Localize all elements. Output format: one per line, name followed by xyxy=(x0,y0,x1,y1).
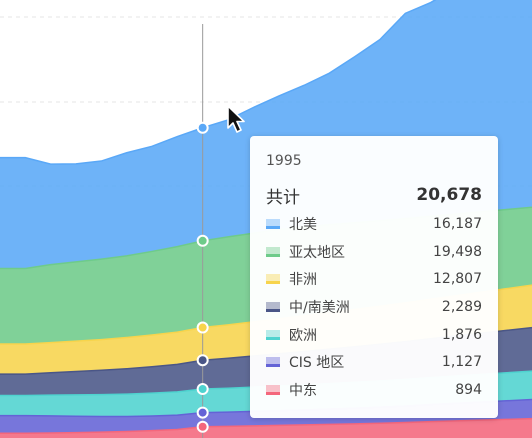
arrow-cursor-icon xyxy=(227,105,245,133)
tooltip-row-label: 欧洲 xyxy=(289,327,317,344)
focus-marker-5 xyxy=(196,234,209,247)
legend-swatch xyxy=(266,218,280,229)
focus-marker-1 xyxy=(196,406,209,419)
tooltip-row-label: CIS 地区 xyxy=(289,355,345,372)
legend-swatch xyxy=(266,384,280,395)
tooltip-row: 非洲 12,807 xyxy=(266,265,482,293)
legend-swatch xyxy=(266,357,280,368)
tooltip-row-label: 非洲 xyxy=(289,272,317,289)
chart-tooltip: 1995 共计 20,678 北美 16,187 亚太地区 19,498 非洲 12,80… xyxy=(250,136,498,418)
tooltip-row: 亚太地区 19,498 xyxy=(266,238,482,266)
legend-swatch xyxy=(266,246,280,257)
tooltip-rows: 北美 16,187 亚太地区 19,498 非洲 12,807 中/南美洲 2,289 欧洲 1,… xyxy=(266,210,482,404)
tooltip-row-value: 12,807 xyxy=(433,271,482,288)
tooltip-row: 中东 894 xyxy=(266,376,482,404)
tooltip-row-value: 19,498 xyxy=(433,243,482,260)
tooltip-row-label: 亚太地区 xyxy=(289,244,345,261)
tooltip-row-value: 1,876 xyxy=(441,326,482,343)
tooltip-row: 欧洲 1,876 xyxy=(266,321,482,349)
tooltip-row-value: 894 xyxy=(455,381,482,398)
focus-marker-3 xyxy=(196,354,209,367)
tooltip-row-value: 1,127 xyxy=(441,354,482,371)
tooltip-row-value: 2,289 xyxy=(441,298,482,315)
tooltip-row-value: 16,187 xyxy=(433,215,482,232)
focus-marker-0 xyxy=(196,420,209,433)
tooltip-total-label: 共计 xyxy=(266,187,300,208)
tooltip-total-row: 共计 20,678 xyxy=(266,180,482,210)
tooltip-total-value: 20,678 xyxy=(416,185,482,205)
legend-swatch xyxy=(266,274,280,285)
area-outline-0 xyxy=(0,417,532,434)
area-0[interactable] xyxy=(0,418,532,438)
tooltip-row-label: 北美 xyxy=(289,216,317,233)
tooltip-row: CIS 地区 1,127 xyxy=(266,348,482,376)
focus-marker-6 xyxy=(196,121,209,134)
tooltip-row-label: 中东 xyxy=(289,382,317,399)
focus-marker-4 xyxy=(196,321,209,334)
legend-swatch xyxy=(266,301,280,312)
focus-markers-group xyxy=(196,121,209,433)
tooltip-row-label: 中/南美洲 xyxy=(289,299,350,316)
tooltip-row: 中/南美洲 2,289 xyxy=(266,293,482,321)
focus-marker-2 xyxy=(196,383,209,396)
area-outline-6 xyxy=(0,0,437,165)
tooltip-year: 1995 xyxy=(266,153,302,169)
tooltip-row: 北美 16,187 xyxy=(266,210,482,238)
legend-swatch xyxy=(266,329,280,340)
